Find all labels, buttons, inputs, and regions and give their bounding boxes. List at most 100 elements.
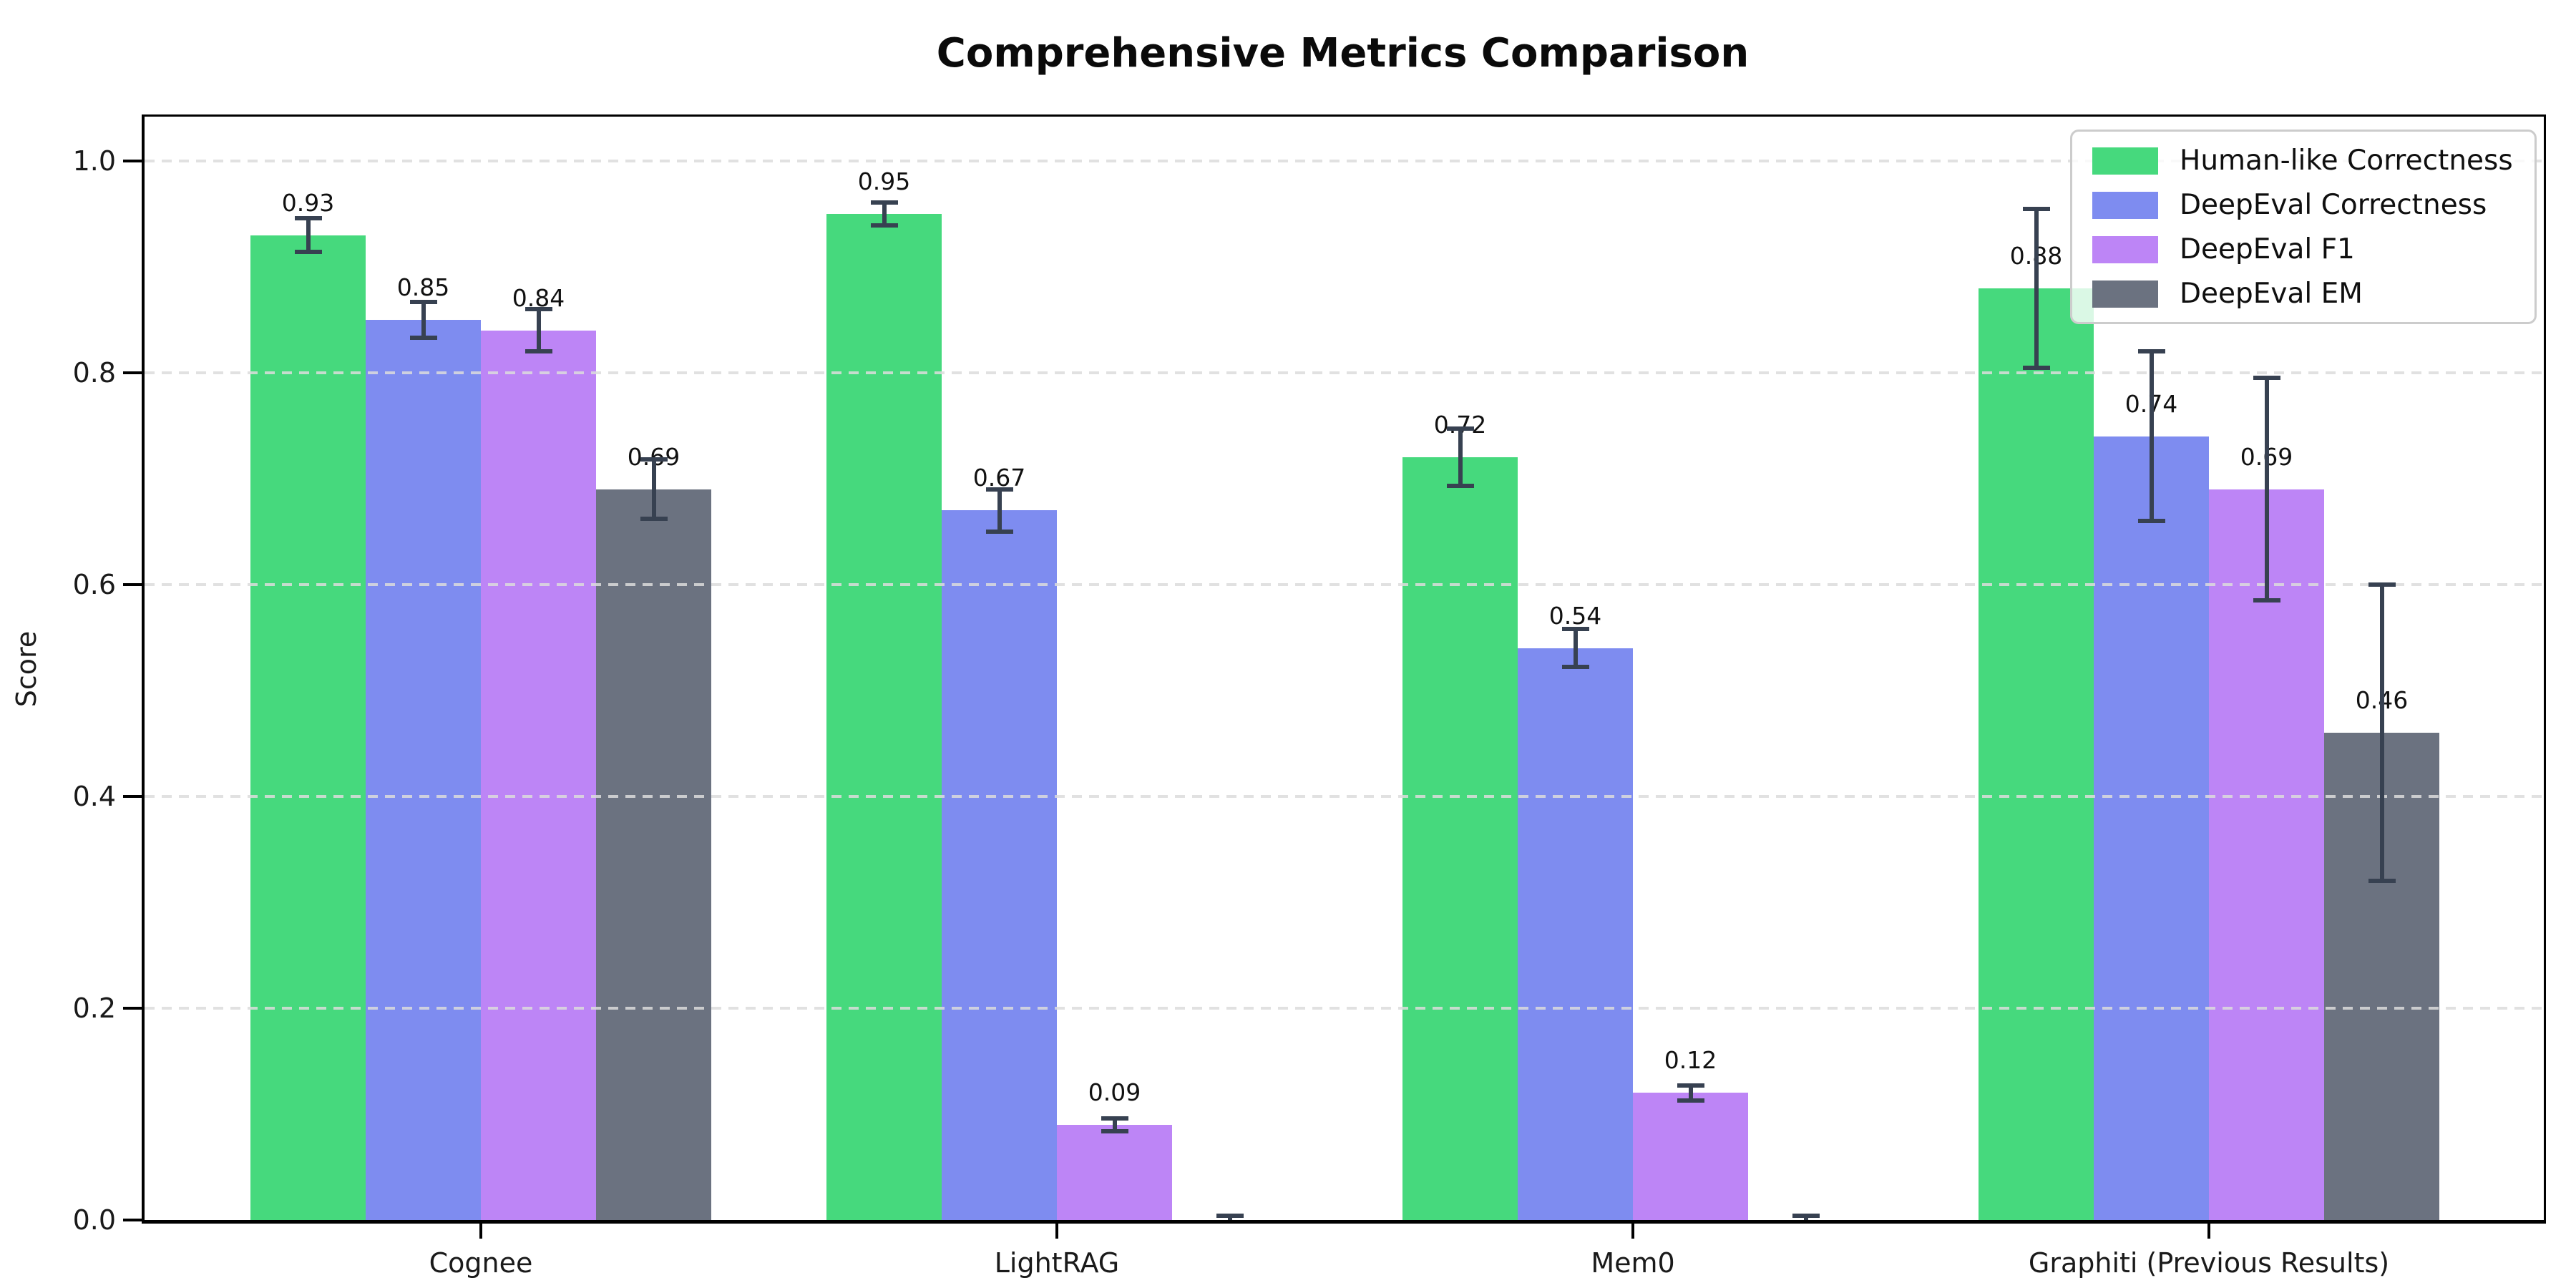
x-tick-3 [2207,1220,2210,1239]
error-bar-2-3 [2264,378,2269,601]
x-category-label-0: Cognee [429,1247,533,1279]
y-tick-1.0 [123,160,142,162]
bar-value-label-2-1: 0.09 [1088,1078,1141,1106]
bar-0-0 [250,235,366,1220]
legend: Human-like Correctness DeepEval Correctne… [2070,130,2537,324]
top-axis-spine [142,114,2546,117]
error-cap-bottom-2-3 [2253,598,2280,603]
y-tick-label-1.0: 1.0 [72,145,116,177]
error-cap-bottom-0-1 [870,223,898,228]
legend-label-0: Human-like Correctness [2180,145,2513,177]
error-bar-2-0 [536,309,541,352]
error-cap-top-0-1 [870,200,898,205]
bar-1-0 [366,320,481,1220]
y-tick-0.8 [123,371,142,374]
bar-0-1 [826,214,942,1220]
error-bar-0-0 [306,218,311,253]
error-cap-bottom-2-2 [1677,1098,1704,1103]
error-cap-top-3-0 [640,457,668,462]
x-category-label-3: Graphiti (Previous Results) [2028,1247,2390,1279]
x-category-label-2: Mem0 [1591,1247,1675,1279]
error-cap-bottom-1-2 [1561,665,1589,670]
error-bar-0-3 [2034,208,2039,368]
left-axis-spine [142,114,145,1223]
error-cap-bottom-1-3 [2137,519,2165,524]
bar-value-label-1-0: 0.85 [396,273,450,301]
error-cap-top-3-2 [1792,1214,1820,1219]
error-cap-top-2-2 [1677,1083,1704,1088]
error-cap-top-3-3 [2368,582,2396,587]
y-tick-0.6 [123,583,142,586]
bar-3-0 [596,489,711,1220]
legend-label-3: DeepEval EM [2180,278,2363,310]
gridline-0.4 [145,795,2544,798]
error-cap-bottom-3-0 [640,517,668,522]
legend-item-3: DeepEval EM [2072,272,2534,316]
error-cap-bottom-2-0 [525,349,552,354]
legend-item-2: DeepEval F1 [2072,228,2534,272]
bar-2-0 [481,330,596,1220]
legend-item-0: Human-like Correctness [2072,139,2534,183]
error-cap-top-2-1 [1101,1116,1128,1121]
y-tick-0.4 [123,795,142,798]
error-cap-top-0-0 [294,215,322,220]
legend-swatch-1 [2092,192,2158,219]
y-tick-label-0.0: 0.0 [72,1204,116,1236]
legend-swatch-0 [2092,147,2158,175]
y-tick-label-0.4: 0.4 [72,781,116,812]
error-bar-3-3 [2379,585,2384,882]
error-bar-3-0 [651,459,656,519]
bottom-axis-spine [142,1220,2546,1224]
bar-1-1 [942,510,1057,1220]
bar-value-label-0-1: 0.95 [857,167,911,195]
error-cap-top-1-2 [1561,627,1589,632]
error-bar-1-2 [1573,629,1578,668]
bar-0-2 [1402,457,1518,1220]
bar-2-3 [2209,489,2324,1220]
x-tick-0 [479,1220,482,1239]
error-cap-top-2-3 [2253,376,2280,381]
bar-1-2 [1518,648,1633,1220]
bar-value-label-0-0: 0.93 [281,188,335,217]
bar-value-label-2-2: 0.12 [1664,1046,1717,1075]
error-bar-2-2 [1688,1085,1693,1101]
error-bar-1-1 [997,489,1002,532]
bar-0-3 [1979,288,2094,1220]
legend-label-2: DeepEval F1 [2180,233,2355,265]
x-tick-1 [1055,1220,1058,1239]
legend-swatch-3 [2092,280,2158,308]
chart-title: Comprehensive Metrics Comparison [936,30,1750,77]
error-cap-bottom-3-3 [2368,879,2396,884]
error-bar-2-1 [1112,1118,1117,1131]
y-axis-label: Score [11,630,42,708]
error-cap-top-0-2 [1446,426,1474,431]
x-tick-2 [1631,1220,1634,1239]
error-cap-top-1-0 [409,299,437,304]
error-cap-bottom-0-3 [2022,365,2050,370]
error-cap-top-1-1 [985,487,1013,492]
error-bar-1-3 [2149,351,2154,522]
error-cap-bottom-2-1 [1101,1128,1128,1133]
gridline-0.8 [145,371,2544,374]
error-bar-0-1 [882,202,887,226]
gridline-0.6 [145,583,2544,586]
y-tick-label-0.2: 0.2 [72,992,116,1024]
legend-item-1: DeepEval Correctness [2072,183,2534,228]
error-cap-top-3-1 [1216,1214,1244,1219]
error-cap-bottom-1-0 [409,336,437,341]
gridline-1.0 [145,160,2544,162]
bar-2-2 [1633,1093,1748,1220]
y-tick-0.2 [123,1007,142,1010]
error-cap-bottom-1-1 [985,530,1013,534]
gridline-0.2 [145,1007,2544,1010]
bar-value-label-1-2: 0.54 [1548,601,1602,630]
legend-label-1: DeepEval Correctness [2180,189,2487,221]
error-cap-top-2-0 [525,307,552,312]
error-cap-top-0-3 [2022,206,2050,211]
error-bar-1-0 [421,301,426,338]
y-tick-label-0.6: 0.6 [72,569,116,600]
bar-2-1 [1057,1124,1172,1220]
legend-swatch-2 [2092,236,2158,263]
error-cap-bottom-0-2 [1446,484,1474,489]
